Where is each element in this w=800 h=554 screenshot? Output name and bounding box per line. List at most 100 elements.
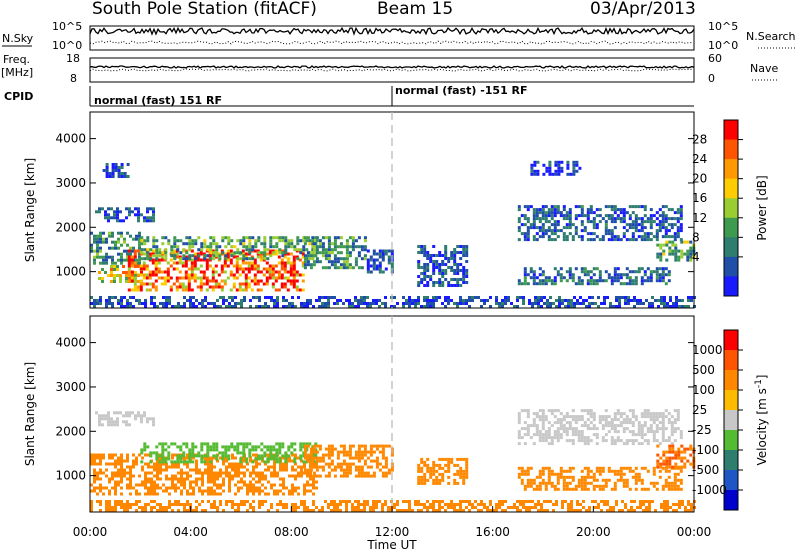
colorbar-swatch: [724, 276, 738, 297]
heatmap-cell: [177, 503, 180, 506]
heatmap-cell: [598, 238, 602, 242]
heatmap-cell: [381, 249, 385, 253]
heatmap-cell: [314, 442, 318, 446]
heatmap-cell: [664, 273, 668, 277]
heatmap-cell: [250, 279, 254, 283]
heatmap-cell: [643, 421, 647, 425]
heatmap-cell: [205, 282, 209, 286]
heatmap-cell: [489, 503, 492, 506]
heatmap-cell: [114, 509, 117, 512]
heatmap-cell: [628, 238, 632, 242]
heatmap-cell: [250, 264, 254, 268]
heatmap-cell: [580, 478, 584, 482]
heatmap-cell: [348, 462, 352, 466]
heatmap-cell: [453, 472, 457, 476]
heatmap-cell: [540, 506, 543, 509]
heatmap-cell: [357, 302, 360, 305]
heatmap-cell: [284, 251, 288, 255]
heatmap-cell: [309, 447, 313, 451]
heatmap-cell: [333, 266, 337, 270]
heatmap-cell: [610, 442, 614, 446]
heatmap-cell: [227, 454, 231, 458]
heatmap-cell: [123, 305, 126, 308]
heatmap-cell: [571, 223, 575, 227]
heatmap-cell: [264, 468, 267, 472]
heatmap-cell: [228, 486, 231, 490]
heatmap-cell: [345, 299, 348, 302]
heatmap-cell: [556, 418, 560, 422]
heatmap-cell: [678, 500, 681, 503]
heatmap-cell: [175, 285, 179, 289]
heatmap-cell: [111, 258, 114, 262]
heatmap-cell: [140, 417, 143, 421]
heatmap-cell: [580, 282, 584, 286]
heatmap-cell: [616, 208, 620, 212]
heatmap-cell: [176, 460, 180, 464]
heatmap-cell: [426, 299, 429, 302]
heatmap-cell: [110, 271, 113, 274]
heatmap-cell: [301, 255, 305, 259]
heatmap-cell: [312, 503, 315, 506]
heatmap-cell: [532, 238, 536, 242]
heatmap-cell: [613, 276, 617, 280]
heatmap-cell: [670, 484, 674, 488]
heatmap-cell: [287, 448, 291, 452]
heatmap-cell: [143, 411, 146, 415]
heatmap-cell: [138, 500, 141, 503]
heatmap-cell: [607, 232, 611, 236]
heatmap-cell: [105, 500, 108, 503]
heatmap-cell: [280, 282, 284, 286]
heatmap-cell: [303, 468, 307, 472]
heatmap-cell: [405, 299, 408, 302]
heatmap-cell: [235, 264, 239, 268]
heatmap-cell: [556, 481, 560, 485]
heatmap-cell: [369, 305, 372, 308]
heatmap-cell: [211, 279, 215, 283]
heatmap-cell: [90, 249, 93, 253]
heatmap-cell: [271, 270, 275, 274]
heatmap-cell: [339, 503, 342, 506]
heatmap-cell: [567, 299, 570, 302]
heatmap-cell: [447, 281, 451, 284]
heatmap-cell: [659, 255, 663, 259]
heatmap-cell: [203, 245, 207, 249]
heatmap-cell: [432, 466, 436, 470]
heatmap-cell: [149, 257, 153, 261]
heatmap-cell: [159, 503, 162, 506]
heatmap-cell: [568, 217, 572, 221]
heatmap-cell: [151, 285, 155, 289]
heatmap-cell: [553, 430, 557, 434]
heatmap-cell: [652, 469, 656, 473]
heatmap-cell: [105, 302, 108, 305]
heatmap-cell: [637, 421, 641, 425]
heatmap-cell: [568, 223, 572, 227]
heatmap-cell: [541, 270, 545, 274]
heatmap-cell: [135, 500, 138, 503]
heatmap-cell: [578, 166, 582, 170]
heatmap-cell: [324, 254, 328, 258]
heatmap-cell: [624, 299, 627, 302]
heatmap-cell: [586, 220, 590, 224]
heatmap-cell: [523, 235, 527, 239]
heatmap-cell: [556, 478, 560, 482]
xtick-label: 04:00: [173, 525, 208, 539]
heatmap-cell: [135, 489, 138, 493]
heatmap-cell: [658, 214, 662, 218]
heatmap-cell: [544, 214, 548, 218]
heatmap-cell: [372, 258, 376, 262]
heatmap-cell: [600, 500, 603, 503]
heatmap-cell: [261, 471, 264, 475]
heatmap-cell: [363, 506, 366, 509]
heatmap-cell: [93, 234, 96, 238]
heatmap-cell: [116, 417, 119, 421]
heatmap-cell: [674, 243, 678, 247]
heatmap-cell: [613, 273, 617, 277]
heatmap-cell: [540, 503, 543, 506]
heatmap-cell: [520, 282, 524, 286]
heatmap-cell: [671, 450, 675, 454]
heatmap-cell: [603, 296, 606, 299]
heatmap-cell: [526, 430, 530, 434]
heatmap-cell: [634, 279, 638, 283]
heatmap-cell: [604, 279, 608, 283]
heatmap-cell: [327, 296, 330, 299]
